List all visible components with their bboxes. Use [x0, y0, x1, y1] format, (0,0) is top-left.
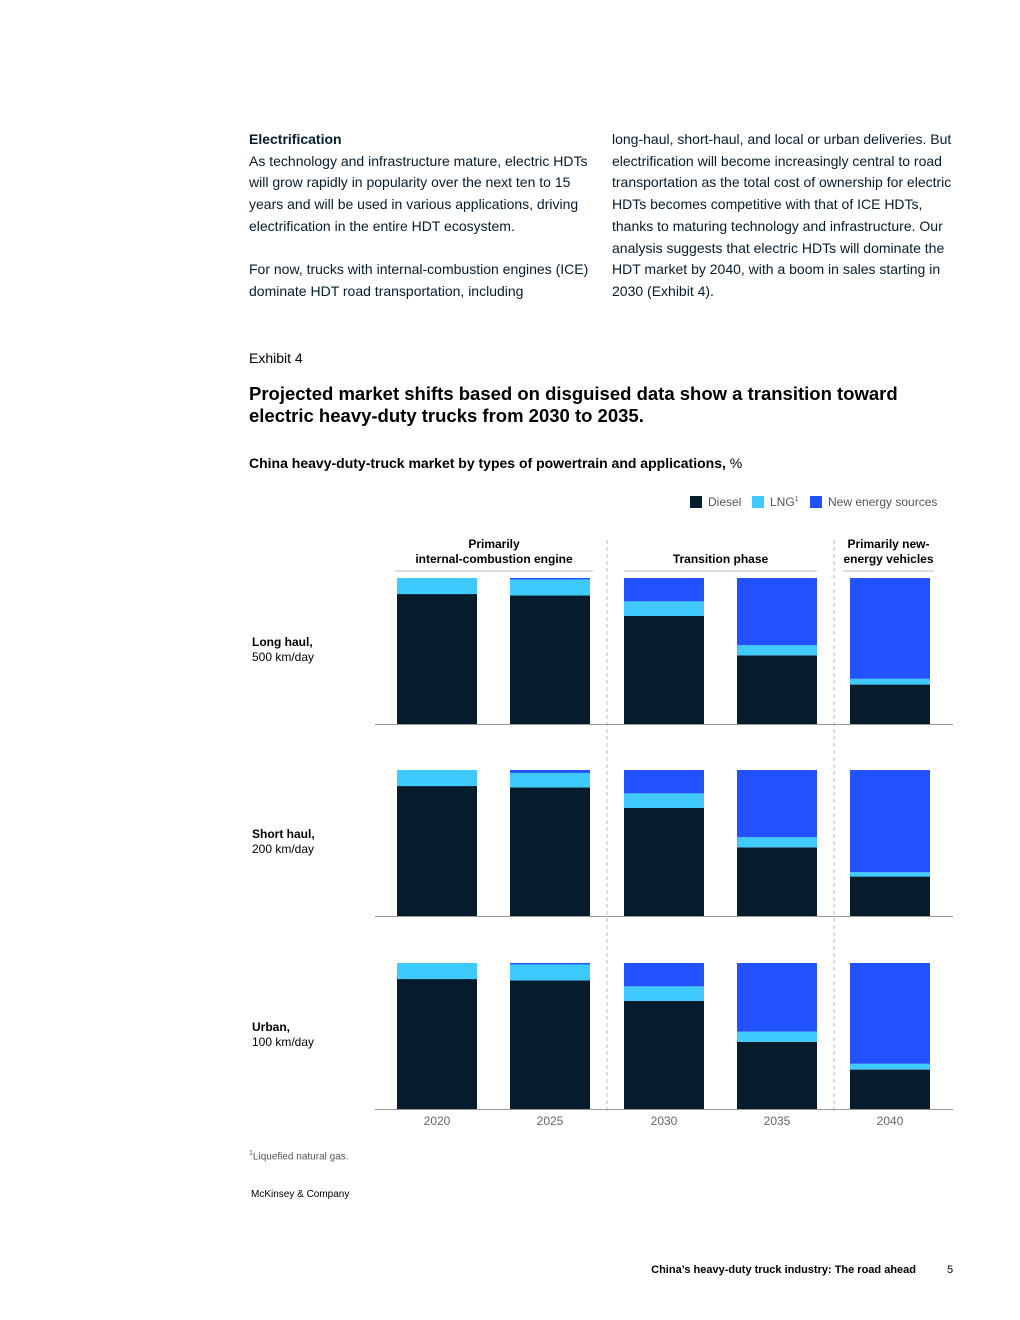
- bar-segment-new-energy-sources: [510, 578, 590, 580]
- footnote-marker: 1: [249, 1150, 253, 1157]
- x-tick-label: 2020: [424, 1114, 451, 1128]
- bar-segment-diesel: [397, 594, 477, 724]
- x-tick-label: 2040: [877, 1114, 904, 1128]
- right-column: long-haul, short-haul, and local or urba…: [612, 129, 957, 303]
- chart-subtitle-text: China heavy-duty-truck market by types o…: [249, 455, 726, 471]
- phase-label: Transition phase: [673, 552, 769, 566]
- bar-segment-new-energy-sources: [624, 578, 704, 602]
- left-paragraph-1: As technology and infrastructure mature,…: [249, 152, 588, 234]
- phase-label: Primarily new-: [847, 537, 929, 551]
- bar-segment-diesel: [737, 847, 817, 916]
- bar-segment-lng: [397, 578, 477, 595]
- bar-segment-new-energy-sources: [850, 770, 930, 873]
- panel-label: Short haul,: [252, 827, 315, 841]
- section-heading: Electrification: [249, 131, 342, 147]
- bar-segment-diesel: [510, 980, 590, 1109]
- bar-segment-lng: [510, 772, 590, 788]
- panel-sublabel: 100 km/day: [252, 1035, 314, 1049]
- bar-segment-lng: [624, 793, 704, 808]
- source-label: McKinsey & Company: [251, 1189, 350, 1200]
- footnote: 1Liquefied natural gas.: [249, 1150, 349, 1162]
- bar-segment-new-energy-sources: [624, 770, 704, 794]
- bar-segment-lng: [510, 579, 590, 596]
- bar-segment-diesel: [624, 615, 704, 724]
- bar-segment-lng: [397, 963, 477, 980]
- exhibit-label: Exhibit 4: [249, 350, 303, 366]
- bar-segment-diesel: [397, 786, 477, 916]
- bar-segment-diesel: [737, 655, 817, 724]
- chart-subtitle: China heavy-duty-truck market by types o…: [249, 455, 742, 471]
- x-tick-label: 2030: [651, 1114, 678, 1128]
- bar-segment-diesel: [397, 979, 477, 1109]
- bar-segment-lng: [737, 1031, 817, 1042]
- phase-label: energy vehicles: [843, 552, 933, 566]
- bar-segment-lng: [850, 1063, 930, 1070]
- legend-footnote-marker: 1: [795, 496, 799, 503]
- footnote-text: Liquefied natural gas.: [252, 1151, 349, 1163]
- chart-subtitle-unit: %: [725, 455, 743, 471]
- footer-title: China’s heavy-duty truck industry: The r…: [651, 1264, 916, 1276]
- panel-sublabel: 200 km/day: [252, 842, 314, 856]
- bar-segment-diesel: [624, 1000, 704, 1109]
- legend-swatch-new-energy-sources: [810, 496, 822, 508]
- bar-segment-lng: [624, 986, 704, 1001]
- bar-segment-diesel: [624, 807, 704, 916]
- bar-segment-new-energy-sources: [850, 578, 930, 679]
- bar-segment-lng: [397, 770, 477, 787]
- legend-swatch-lng: [752, 496, 764, 508]
- bar-segment-lng: [737, 645, 817, 656]
- left-paragraph-2: For now, trucks with internal-combustion…: [249, 261, 589, 299]
- bar-segment-lng: [850, 872, 930, 877]
- bar-segment-diesel: [737, 1041, 817, 1109]
- bar-segment-new-energy-sources: [737, 578, 817, 646]
- panel-sublabel: 500 km/day: [252, 650, 314, 664]
- x-tick-label: 2025: [537, 1114, 564, 1128]
- bar-segment-diesel: [510, 787, 590, 916]
- bar-segment-new-energy-sources: [624, 963, 704, 987]
- bar-segment-new-energy-sources: [737, 770, 817, 838]
- bar-segment-new-energy-sources: [737, 963, 817, 1032]
- exhibit-title: Projected market shifts based on disguis…: [249, 383, 898, 426]
- legend-label-lng: LNG1: [770, 495, 799, 509]
- legend-swatch-diesel: [690, 496, 702, 508]
- bar-segment-new-energy-sources: [510, 770, 590, 773]
- right-paragraph: long-haul, short-haul, and local or urba…: [612, 131, 952, 299]
- bar-segment-lng: [737, 837, 817, 848]
- phase-label: internal-combustion engine: [415, 552, 573, 566]
- phase-label: Primarily: [468, 537, 520, 551]
- bar-segment-new-energy-sources: [510, 963, 590, 965]
- panel-label: Urban,: [252, 1020, 290, 1034]
- bar-segment-lng: [510, 964, 590, 981]
- bar-segment-diesel: [850, 876, 930, 916]
- bar-segment-lng: [624, 601, 704, 616]
- left-column: Electrification As technology and infras…: [249, 129, 594, 303]
- bar-segment-new-energy-sources: [850, 963, 930, 1064]
- bar-segment-diesel: [850, 1069, 930, 1109]
- panel-label: Long haul,: [252, 635, 313, 649]
- page-number: 5: [947, 1264, 954, 1276]
- bar-segment-lng: [850, 678, 930, 685]
- bar-segment-diesel: [510, 595, 590, 724]
- legend-label-new-energy-sources: New energy sources: [828, 495, 937, 509]
- legend-label-diesel: Diesel: [708, 495, 741, 509]
- x-tick-label: 2035: [764, 1114, 791, 1128]
- bar-segment-diesel: [850, 684, 930, 724]
